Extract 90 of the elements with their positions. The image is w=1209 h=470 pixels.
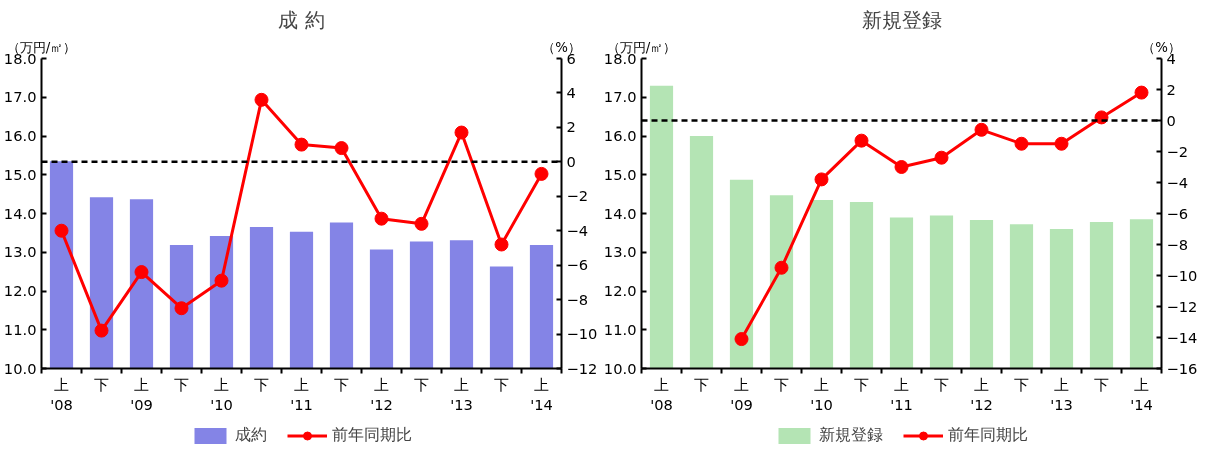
x-tick-label: 上 '11 <box>890 375 913 413</box>
y-tick-label: 12.0 <box>603 282 637 299</box>
point <box>134 265 149 280</box>
point <box>174 301 189 316</box>
y2-tick-label: −2 <box>1166 142 1189 160</box>
x-tick-label: 下 <box>934 375 949 393</box>
x-tick-label: 上 '14 <box>1130 375 1153 413</box>
y2-tick-label: −10 <box>566 325 598 343</box>
y-tick-label: 17.0 <box>3 88 37 106</box>
y-tick-label: 11.0 <box>3 320 37 338</box>
y2-tick-label: 2 <box>566 118 576 136</box>
point <box>414 216 429 231</box>
x-tick-label: 下 <box>694 375 709 393</box>
point <box>334 141 349 156</box>
x-tick-label: 下 <box>94 375 109 393</box>
y2-tick-label: −8 <box>566 290 589 308</box>
x-tick-label: 下 <box>414 375 429 393</box>
x-tick-label: 下 <box>1094 375 1109 393</box>
y2-tick-label: −12 <box>566 359 598 377</box>
chart-title: 新規登録 <box>861 7 942 32</box>
y-tick-label: 16.0 <box>3 127 37 144</box>
y2-tick-label: −2 <box>566 187 589 205</box>
y2-tick-label: 0 <box>1166 111 1176 129</box>
y-tick-label: 16.0 <box>603 127 637 144</box>
point <box>534 166 549 181</box>
x-tick-label: 下 <box>174 375 189 393</box>
y2-tick-label: −14 <box>1166 328 1198 346</box>
point <box>1014 136 1029 151</box>
y-tick-label: 10.0 <box>603 359 637 377</box>
point <box>854 133 869 148</box>
y-tick-label: 14.0 <box>3 204 37 222</box>
point <box>774 260 789 275</box>
x-tick-label: 上 '13 <box>450 375 473 413</box>
point <box>1054 136 1069 151</box>
y-tick-label: 13.0 <box>603 243 637 261</box>
y-tick-label: 10.0 <box>3 359 37 377</box>
y-tick-label: 15.0 <box>3 165 37 183</box>
point <box>454 125 469 140</box>
y2-tick-label: 2 <box>1166 80 1176 98</box>
chart-title: 成 約 <box>278 7 325 32</box>
y-tick-label: 15.0 <box>603 165 637 183</box>
point <box>974 122 989 137</box>
point <box>54 223 69 238</box>
point <box>254 92 269 107</box>
legend-label: 前年同期比 <box>332 424 412 446</box>
y2-tick-label: −6 <box>566 256 589 274</box>
x-tick-label: 上 '10 <box>210 375 233 413</box>
point <box>374 211 389 226</box>
point <box>814 172 829 187</box>
point <box>734 332 749 347</box>
x-tick-label: 上 '11 <box>290 375 313 413</box>
y2-tick-label: 0 <box>566 152 576 170</box>
point <box>294 137 309 152</box>
y2-tick-label: −16 <box>1166 359 1198 377</box>
x-tick-label: 上 '12 <box>370 375 393 413</box>
x-tick-label: 下 <box>254 375 269 393</box>
y2-tick-label: −4 <box>1166 173 1189 191</box>
x-tick-label: 下 <box>854 375 869 393</box>
x-tick-label: 下 <box>1014 375 1029 393</box>
y-tick-label: 11.0 <box>603 320 637 338</box>
point <box>494 237 509 252</box>
x-tick-label: 上 '08 <box>650 375 673 413</box>
y-tick-label: 14.0 <box>603 204 637 222</box>
point <box>214 273 229 288</box>
x-tick-label: 上 '13 <box>1050 375 1073 413</box>
y2-tick-label: −12 <box>1166 297 1198 315</box>
y2-tick-label: −6 <box>1166 204 1189 222</box>
x-tick-label: 上 '14 <box>530 375 553 413</box>
y-tick-label: 12.0 <box>3 282 37 299</box>
x-tick-label: 下 <box>334 375 349 393</box>
x-tick-label: 下 <box>494 375 509 393</box>
point <box>1134 85 1149 100</box>
point <box>934 150 949 165</box>
y-tick-label: 13.0 <box>3 243 37 261</box>
x-tick-label: 上 '12 <box>970 375 993 413</box>
y-tick-label: 17.0 <box>603 88 637 106</box>
y2-tick-label: −4 <box>566 221 589 239</box>
legend-label: 新規登録 <box>819 424 883 446</box>
x-tick-label: 上 '09 <box>130 375 153 413</box>
point <box>94 323 109 338</box>
y2-tick-label: −8 <box>1166 235 1189 253</box>
y2-tick-label: −10 <box>1166 266 1198 284</box>
x-tick-label: 上 '09 <box>730 375 753 413</box>
point <box>894 160 909 174</box>
y2-tick-label: 4 <box>566 83 576 101</box>
x-tick-label: 上 '08 <box>50 375 73 413</box>
legend-label: 前年同期比 <box>948 424 1028 446</box>
legend-label: 成約 <box>235 424 267 446</box>
x-tick-label: 下 <box>774 375 789 393</box>
x-tick-label: 上 '10 <box>810 375 833 413</box>
